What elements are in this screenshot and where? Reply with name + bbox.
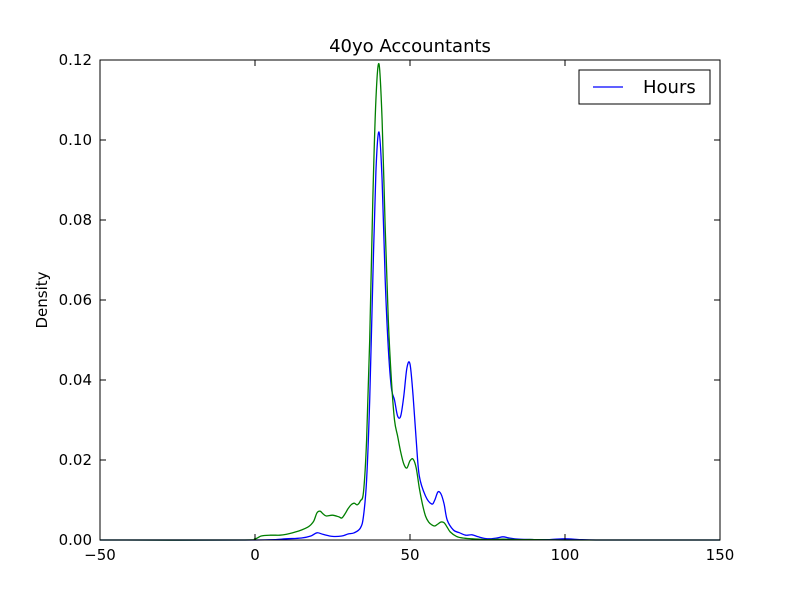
y-tick-label: 0.00 xyxy=(59,531,92,549)
tick-layer: −50 0 50 100 150 0.00 0.02 0.04 0.06 0.08 0.10 0.12 xyxy=(59,51,735,564)
series-line-unnamed-1 xyxy=(99,63,720,541)
y-tick-label: 0.10 xyxy=(59,131,92,149)
y-tick-label: 0.04 xyxy=(59,371,92,389)
legend: Hours xyxy=(578,69,711,105)
y-tick-label: 0.02 xyxy=(59,451,92,469)
x-tick-label: 0 xyxy=(250,546,260,564)
x-tick-label: 50 xyxy=(400,546,419,564)
x-tick-label: 100 xyxy=(551,546,580,564)
y-tick-label: 0.08 xyxy=(59,211,92,229)
plot-frame xyxy=(99,59,721,541)
legend-label: Hours xyxy=(643,77,696,98)
x-tick-label: 150 xyxy=(706,546,735,564)
chart-title: 40yo Accountants xyxy=(329,36,491,57)
x-tick-label: −50 xyxy=(84,546,116,564)
series-line-hours xyxy=(99,131,720,541)
y-axis-label: Density xyxy=(33,271,51,328)
series-layer xyxy=(99,63,720,541)
y-tick-label: 0.06 xyxy=(59,291,92,309)
y-tick-label: 0.12 xyxy=(59,51,92,69)
